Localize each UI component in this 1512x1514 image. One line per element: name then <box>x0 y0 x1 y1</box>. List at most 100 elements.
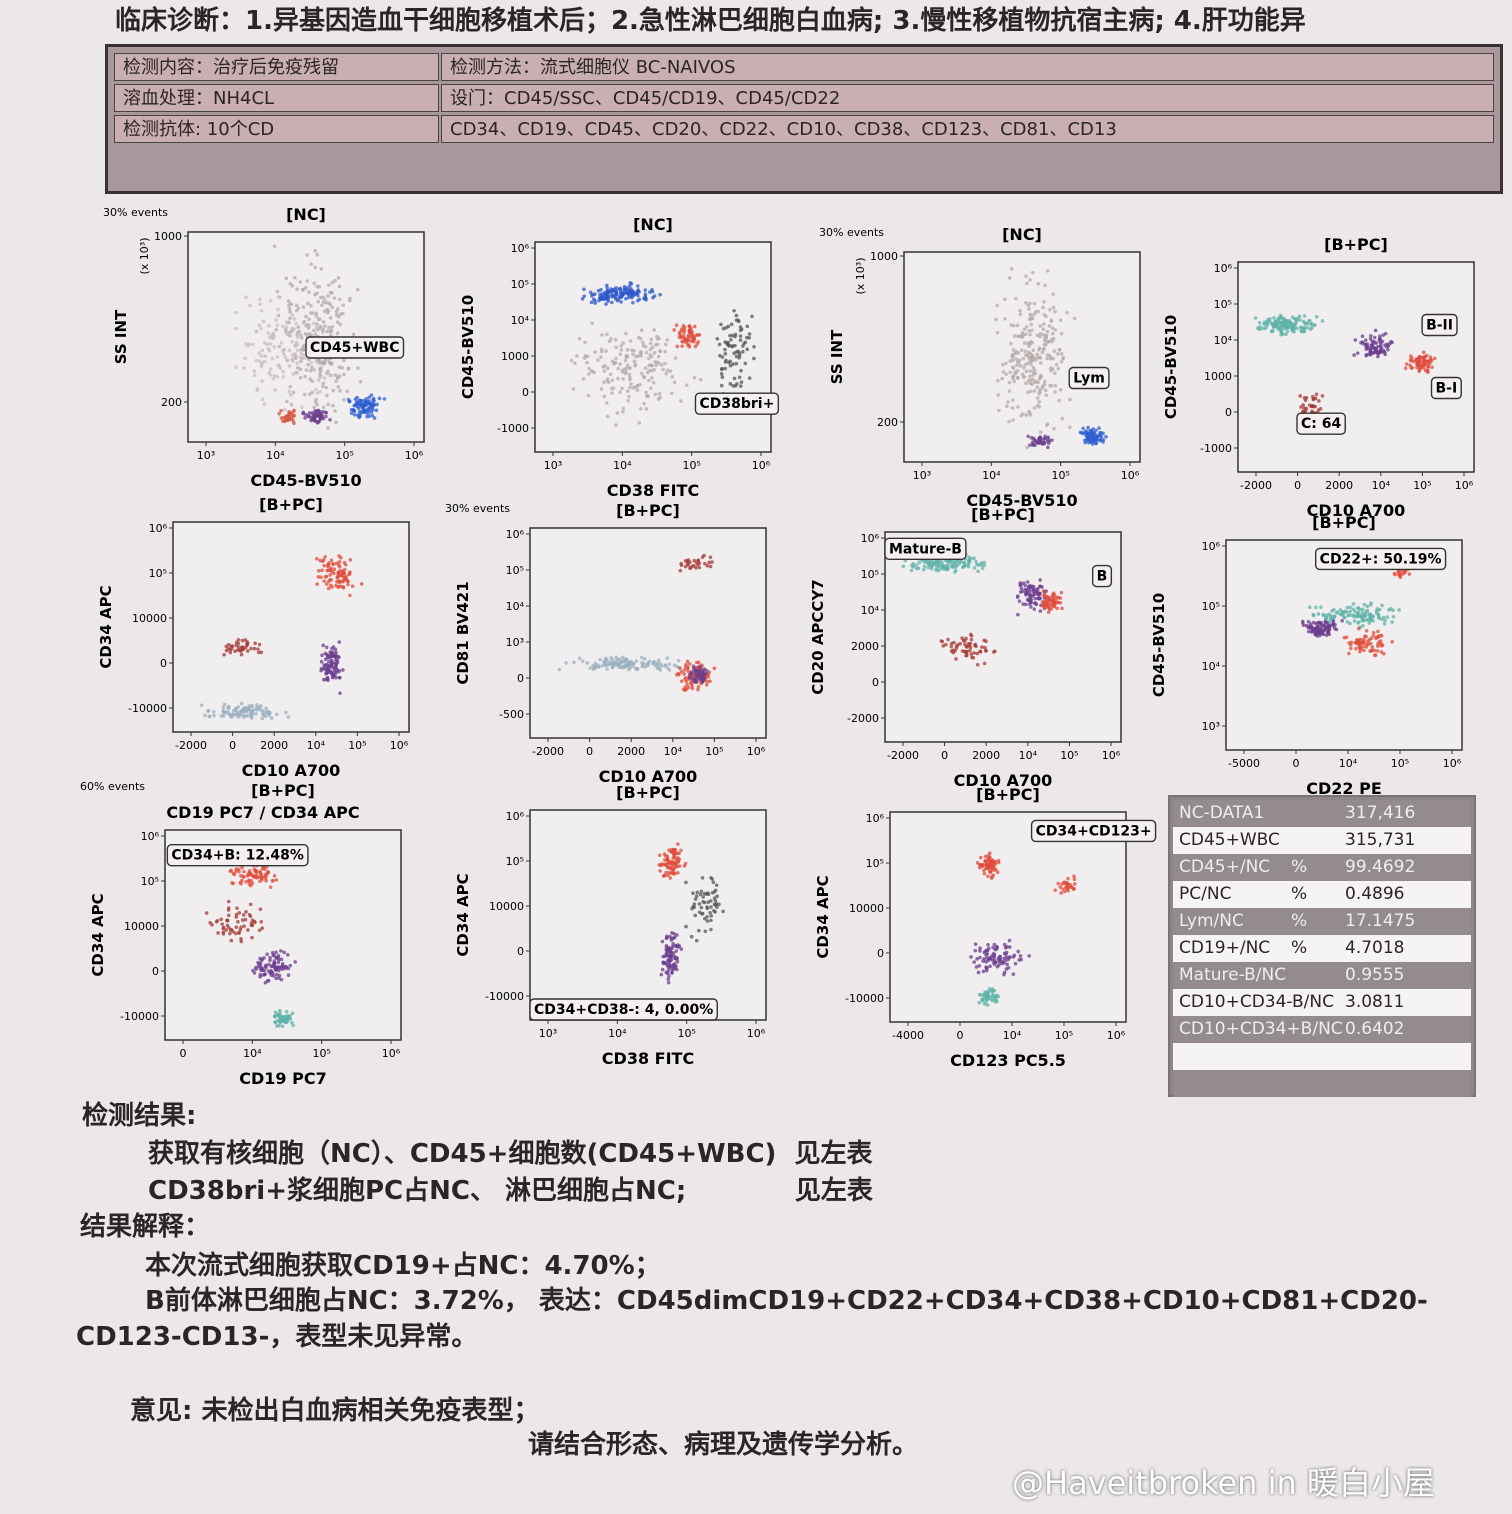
event-dot <box>616 366 620 371</box>
event-dot <box>1029 362 1033 367</box>
event-dot <box>330 646 334 651</box>
event-dot <box>989 866 994 870</box>
stats-value: 17.1475 <box>1345 911 1416 931</box>
event-dot <box>337 655 341 659</box>
event-dot <box>242 924 246 928</box>
event-dot <box>1042 342 1047 347</box>
event-dot <box>1062 889 1067 894</box>
event-dot <box>234 713 239 717</box>
event-dot <box>268 341 273 346</box>
event-dot <box>221 925 226 930</box>
event-dot <box>1047 597 1052 602</box>
event-dot <box>955 643 960 647</box>
event-dot <box>1358 641 1363 645</box>
event-dot <box>610 300 614 305</box>
event-dot <box>953 565 958 570</box>
event-dot <box>257 928 262 933</box>
event-dot <box>1058 596 1063 600</box>
event-dot <box>693 897 698 901</box>
event-dot <box>229 938 234 943</box>
event-dot <box>1417 369 1421 374</box>
event-dot <box>1362 602 1367 607</box>
event-dot <box>1010 358 1015 363</box>
event-dot <box>329 665 333 669</box>
event-dot <box>1060 416 1065 421</box>
event-dot <box>977 865 982 870</box>
event-dot <box>664 952 669 957</box>
event-dot <box>1040 350 1045 355</box>
event-dot <box>599 387 604 391</box>
event-dot <box>313 412 317 417</box>
y-tick-label: 2000 <box>851 640 879 653</box>
event-dot <box>961 565 965 570</box>
event-dot <box>569 358 574 363</box>
event-dot <box>269 367 273 372</box>
event-dot <box>745 324 750 329</box>
event-dot <box>1002 942 1007 947</box>
event-dot <box>737 375 742 380</box>
event-dot <box>1364 628 1369 633</box>
event-dot <box>272 961 277 966</box>
event-dot <box>370 408 375 412</box>
event-dot <box>673 851 677 856</box>
event-dot <box>747 376 752 380</box>
event-dot <box>672 328 676 332</box>
event-dot <box>319 575 323 579</box>
event-dot <box>1304 406 1309 411</box>
y-axis-label: CD34 APC <box>814 875 832 958</box>
event-dot <box>664 945 669 950</box>
y-tick-label: 1000 <box>1204 370 1232 383</box>
event-dot <box>335 575 340 580</box>
event-dot <box>712 909 716 913</box>
event-dot <box>624 370 628 374</box>
event-dot <box>270 356 275 361</box>
event-dot <box>228 648 233 652</box>
event-dot <box>1006 966 1011 970</box>
event-dot <box>989 860 994 865</box>
event-dot <box>240 865 244 870</box>
x-axis-label: CD10 A700 <box>1307 501 1406 520</box>
event-dot <box>1091 434 1095 439</box>
x-tick-label: 10⁶ <box>1121 469 1140 482</box>
event-dot <box>668 955 673 959</box>
event-dot <box>986 853 991 858</box>
event-dot <box>312 281 317 286</box>
event-dot <box>997 963 1001 967</box>
event-dot <box>282 965 286 969</box>
event-dot <box>986 942 990 947</box>
event-dot <box>1000 376 1004 381</box>
event-dot <box>692 902 697 906</box>
event-dot <box>1297 314 1302 319</box>
y-axis-label: CD45-BV510 <box>1162 315 1180 419</box>
plot-subtitle: CD19 PC7 / CD34 APC <box>166 803 359 822</box>
event-dot <box>245 873 250 878</box>
event-dot <box>1353 338 1358 342</box>
y-tick-label: 10⁵ <box>1214 298 1232 311</box>
event-dot <box>719 383 724 388</box>
event-dot <box>1047 339 1052 344</box>
x-tick-label: 10⁵ <box>335 449 353 462</box>
event-dot <box>1072 877 1077 882</box>
stats-label: CD10+CD34-B/NC <box>1179 992 1334 1012</box>
event-dot <box>346 397 351 402</box>
event-dot <box>1042 379 1047 384</box>
event-dot <box>222 702 227 707</box>
event-dot <box>305 253 309 257</box>
stats-value: 0.4896 <box>1345 884 1405 904</box>
stats-row: NC-DATA1 317,416 <box>1173 800 1471 827</box>
event-dot <box>684 687 688 692</box>
event-dot <box>1011 366 1016 370</box>
event-dot <box>1324 615 1328 620</box>
event-dot <box>1049 368 1053 373</box>
event-dot <box>1043 388 1048 393</box>
event-dot <box>1053 888 1058 892</box>
event-dot <box>642 375 647 380</box>
gate-box <box>884 537 967 561</box>
event-dot <box>1044 603 1049 607</box>
event-dot <box>337 297 342 302</box>
event-dot <box>607 289 612 294</box>
event-dot <box>972 960 977 964</box>
